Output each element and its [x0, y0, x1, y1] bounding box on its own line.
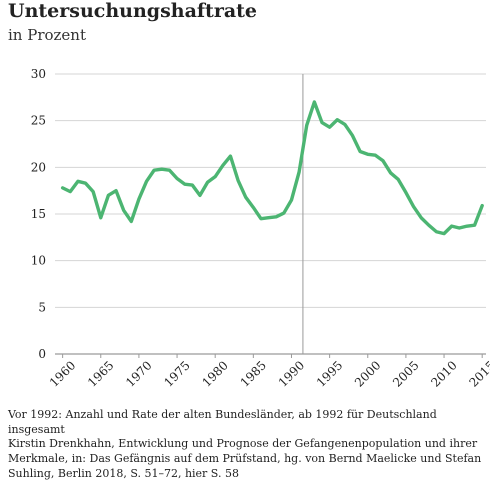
x-tick-label: 1970 — [123, 358, 154, 389]
x-tick-label: 1980 — [199, 358, 230, 389]
y-tick-label: 5 — [38, 300, 46, 314]
x-tick-label: 1985 — [238, 358, 269, 389]
x-tick-label: 1965 — [85, 358, 116, 389]
y-tick-label: 30 — [31, 67, 46, 81]
x-tick-label: 1990 — [276, 358, 307, 389]
x-tick-label: 2005 — [390, 358, 421, 389]
chart-title: Untersuchungshaftrate — [8, 0, 258, 22]
chart-note: Vor 1992: Anzahl und Rate der alten Bund… — [8, 408, 437, 436]
chart-source: Kirstin Drenkhahn, Entwicklung und Progn… — [8, 437, 482, 480]
x-tick-label: 1960 — [47, 358, 78, 389]
x-tick-label: 2015 — [466, 358, 490, 389]
y-tick-label: 25 — [31, 114, 46, 128]
y-axis-ticks: 0 5 10 15 20 25 30 — [31, 67, 46, 361]
x-tick-label: 1995 — [314, 358, 345, 389]
series-group — [60, 100, 484, 236]
x-tick-label: 1975 — [161, 358, 192, 389]
y-tick-label: 0 — [38, 347, 46, 361]
chart-subtitle: in Prozent — [8, 26, 86, 44]
grid-lines — [55, 73, 486, 355]
x-tick-label: 2010 — [428, 358, 459, 389]
y-tick-label: 15 — [31, 207, 46, 221]
y-tick-label: 10 — [31, 254, 46, 268]
y-tick-label: 20 — [31, 160, 46, 174]
x-axis-ticks: 1960 1965 1970 1975 1980 1985 1990 1995 2000 2005… — [47, 354, 490, 390]
x-tick-label: 2000 — [352, 358, 383, 389]
series-line-0 — [60, 100, 484, 236]
